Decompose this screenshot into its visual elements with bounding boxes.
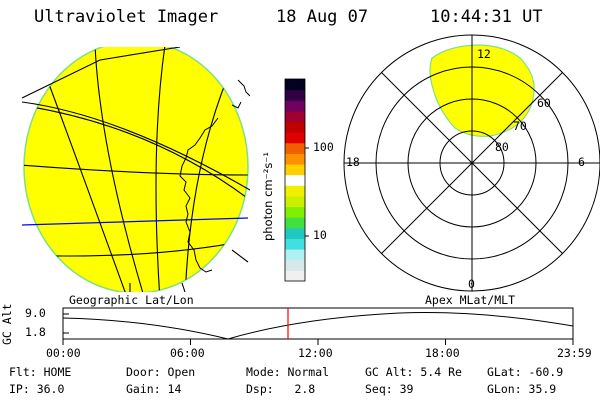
colorbar-segment [285,164,305,176]
mlt-label-18: 18 [346,155,360,169]
colorbar-segment [285,153,305,165]
instrument-title: Ultraviolet Imager [34,7,219,27]
colorbar-segment [285,217,305,229]
colorbar-tick-label-10: 10 [313,228,327,242]
mlt-label-12: 12 [477,47,491,61]
colorbar-segment [285,100,305,112]
colorbar-segment [285,142,305,154]
colorbar-segment [285,121,305,133]
colorbar-unit-label: photon cm⁻²s⁻¹ [261,152,275,241]
colorbar-segment [285,79,305,91]
colorbar-frame [284,78,306,282]
mlat-label-60: 60 [537,96,551,110]
parallel-line [24,104,248,201]
colorbar-segment [285,227,305,239]
colorbar-segment [285,195,305,208]
parallel-line [24,164,248,176]
polar-map-label: Apex MLat/MLT [425,293,516,307]
status-gc-alt: GC Alt: 5.4 Re [365,365,462,379]
orbit-xtick: 00:00 [46,346,81,360]
orbit-plot [62,307,574,345]
status-glat: GLat: -60.9 [487,365,564,379]
mlt-label-0: 0 [468,277,475,291]
status-glon: GLon: 35.9 [487,382,557,396]
colorbar-segment [285,110,305,123]
orbit-xtick: 12:00 [298,346,333,360]
meridian-line [155,47,166,292]
status-flt: Flt: HOME [9,365,72,379]
colorbar-segment [285,259,305,271]
colorbar-segment [285,185,305,197]
altitude-curve [62,312,574,340]
orbit-xtick: 18:00 [425,346,460,360]
image-time: 10:44:31 UT [430,7,543,27]
coastline-path [179,79,250,273]
colorbar-segment [285,174,305,186]
colorbar [285,79,305,282]
status-door: Door: Open [126,365,196,379]
polar-map [343,34,600,292]
colorbar-segment [285,249,305,261]
status-seq: Seq: 39 [365,382,414,396]
colorbar-tick-label-100: 100 [313,140,334,154]
colorbar-segment [285,206,305,218]
mlat-label-80: 80 [495,140,509,154]
colorbar-segment [285,89,305,101]
status-mode: Mode: Normal [246,365,330,379]
status-dsp: Dsp: 2.8 [246,382,316,396]
orbit-ytick-9: 9.0 [25,306,46,320]
image-date: 18 Aug 07 [276,7,369,27]
orbit-xtick: 23:59 [557,346,592,360]
mlt-label-6: 6 [578,155,585,169]
orbit-xtick: 06:00 [170,346,205,360]
meridian-line [94,47,146,292]
colorbar-segment [285,270,305,282]
geo-grid-outer [22,47,250,292]
orbit-ytick-1-8: 1.8 [25,325,46,339]
geographic-map [22,47,250,292]
status-ip: IP: 36.0 [9,382,65,396]
colorbar-segment [285,132,305,144]
colorbar-segment [285,238,305,250]
auroral-oval [429,44,535,137]
uv-intensity-disk [23,47,249,292]
mlat-label-70: 70 [513,119,527,133]
polar-grid [343,34,600,292]
geo-map-label: Geographic Lat/Lon [69,293,194,307]
orbit-ylabel: GC Alt [0,303,14,345]
status-gain: Gain: 14 [126,382,182,396]
geo-equator-line [22,217,249,226]
